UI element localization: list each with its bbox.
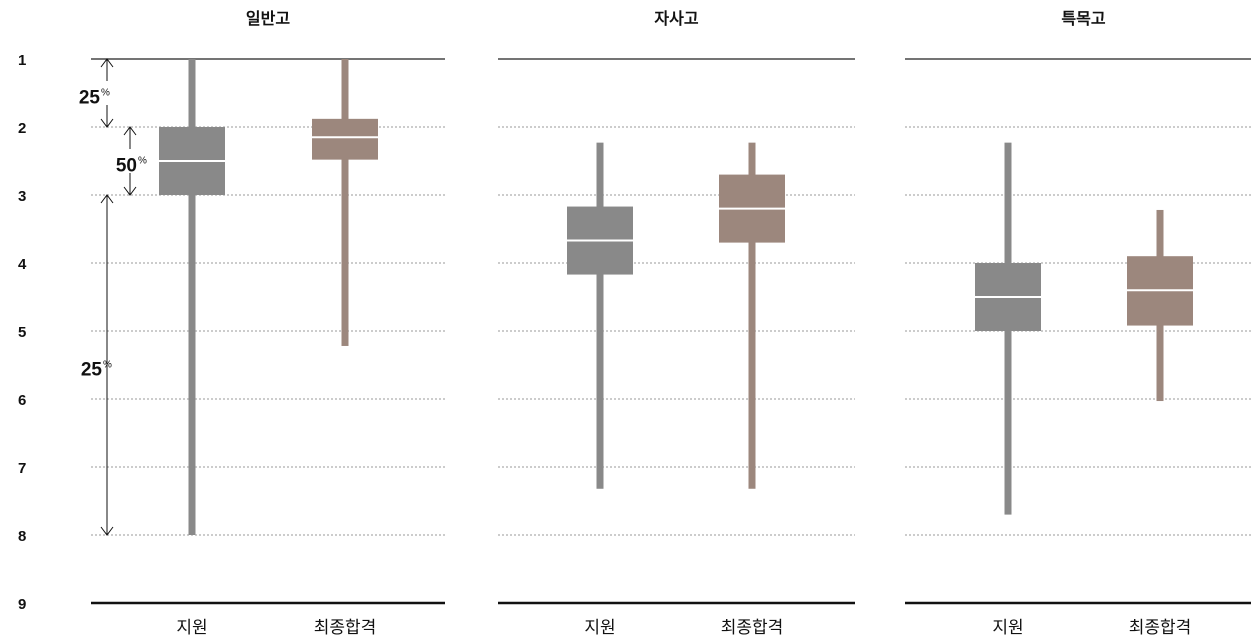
annotation-arrowhead (100, 526, 114, 536)
percent-unit: % (101, 87, 110, 98)
x-tick-label: 지원 (176, 618, 207, 638)
panel-title: 자사고 (654, 9, 698, 28)
whisker (188, 59, 196, 535)
y-tick-label: 8 (18, 528, 26, 545)
y-tick-label: 2 (18, 120, 26, 137)
panel-title: 특목고 (1061, 9, 1105, 28)
percent-unit: % (103, 359, 112, 370)
whisker (748, 142, 756, 489)
annotation-arrowhead (123, 126, 137, 136)
annotation-arrowhead (100, 118, 114, 128)
x-tick-label: 최종합격 (1129, 618, 1192, 638)
x-tick-label: 지원 (584, 618, 615, 638)
percent-unit: % (138, 155, 147, 166)
box-iqr (312, 118, 378, 160)
x-tick-label: 지원 (992, 618, 1023, 638)
annotation-arrowhead (100, 58, 114, 68)
percent-label: 50 (116, 155, 137, 176)
whisker (596, 142, 604, 489)
panel-title: 일반고 (246, 9, 290, 28)
x-tick-label: 최종합격 (314, 618, 377, 638)
y-tick-label: 4 (18, 256, 27, 273)
y-tick-label: 7 (18, 460, 26, 477)
y-tick-label: 5 (18, 324, 26, 341)
annotation-arrowhead (100, 194, 114, 204)
whisker (341, 59, 349, 346)
percent-label: 25 (81, 359, 103, 380)
y-tick-label: 9 (18, 596, 26, 613)
percent-label: 25 (79, 87, 101, 108)
x-tick-label: 최종합격 (721, 618, 784, 638)
annotation-arrowhead (123, 186, 137, 196)
y-tick-label: 1 (18, 52, 26, 69)
y-tick-label: 6 (18, 392, 26, 409)
y-tick-label: 3 (18, 188, 26, 205)
